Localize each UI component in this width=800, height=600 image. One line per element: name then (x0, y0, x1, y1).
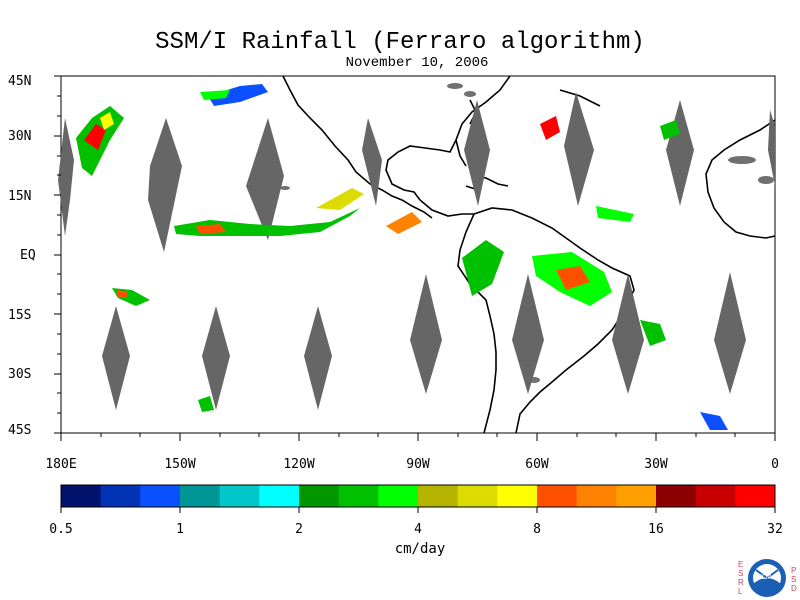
map-date: November 10, 2006 (345, 55, 489, 71)
colorbar-swatch (338, 485, 379, 507)
colorbar-label: 16 (648, 522, 664, 537)
logo-letter: L (738, 587, 743, 596)
rain-patch (208, 84, 268, 106)
colorbar-label: 32 (767, 522, 783, 537)
colorbar-swatch (537, 485, 577, 507)
colorbar-swatch (299, 485, 339, 507)
colorbar-swatch (100, 485, 141, 507)
rain-patch (660, 120, 680, 140)
swath-gap (362, 118, 382, 206)
colorbar-swatch (140, 485, 181, 507)
rain-patch (116, 290, 128, 298)
rain-patch (540, 116, 560, 140)
lat-label: EQ (20, 248, 36, 263)
lon-label: 0 (771, 457, 779, 472)
swath-gap (564, 92, 594, 206)
map-frame (60, 75, 776, 434)
axis-ticks (54, 75, 776, 441)
colorbar-swatch (61, 485, 101, 507)
swath-gap (464, 100, 490, 206)
swath-gap (202, 306, 230, 410)
rainfall-patches (76, 84, 728, 430)
rain-patch (556, 266, 590, 290)
swath-gap (714, 272, 746, 394)
rain-patch (100, 112, 114, 130)
colorbar-swatch (497, 485, 538, 507)
colorbar-swatch (418, 485, 458, 507)
swath-gap (410, 274, 442, 394)
lon-label: 150W (164, 457, 196, 472)
logo-letter: E (738, 560, 744, 569)
colorbar-units: cm/day (394, 541, 446, 557)
rain-patch (316, 188, 364, 210)
rain-patch (386, 212, 422, 234)
lat-label: 15N (8, 189, 32, 204)
lon-label: 120W (283, 457, 315, 472)
swath-gap (768, 110, 775, 186)
colorbar-swatch (735, 485, 776, 507)
swath-gap (58, 118, 74, 236)
rain-patch (196, 224, 226, 234)
lat-label: 30S (8, 367, 32, 382)
lon-label: 30W (644, 457, 668, 472)
rain-patch (700, 412, 728, 430)
swath-gap (512, 274, 544, 394)
colorbar-swatch (180, 485, 220, 507)
colorbar-label: 8 (533, 522, 541, 537)
colorbar (60, 484, 776, 508)
lon-label: 60W (525, 457, 549, 472)
map-title: SSM/I Rainfall (Ferraro algorithm) (155, 29, 645, 56)
rain-patch (200, 90, 230, 100)
lon-label: 90W (406, 457, 430, 472)
colorbar-swatch (457, 485, 498, 507)
colorbar-swatch (695, 485, 736, 507)
noaa-logo (748, 559, 786, 597)
rain-patch (198, 396, 214, 412)
lon-label: 180E (45, 457, 77, 472)
colorbar-swatch (219, 485, 260, 507)
lat-label: 45N (8, 74, 32, 89)
colorbar-swatch (656, 485, 696, 507)
colorbar-label: 0.5 (49, 522, 73, 537)
rain-patch (640, 320, 666, 346)
logo-letter: S (791, 575, 797, 584)
colorbar-swatch (378, 485, 419, 507)
rain-patch (462, 240, 504, 296)
colorbar-ticks (60, 507, 776, 513)
colorbar-label: 2 (295, 522, 303, 537)
logo-letter: R (738, 578, 744, 587)
lat-label: 15S (8, 308, 32, 323)
colorbar-swatch (576, 485, 617, 507)
logo-letter: P (791, 566, 797, 575)
swath-gap (102, 306, 130, 410)
colorbar-swatch (616, 485, 657, 507)
lat-label: 45S (8, 423, 32, 438)
swath-gaps (58, 92, 775, 410)
logo-center-text: NOAA (757, 574, 777, 581)
lat-label: 30N (8, 129, 32, 144)
rain-patch (84, 124, 106, 150)
colorbar-label: 1 (176, 522, 184, 537)
colorbar-label: 4 (414, 522, 422, 537)
swath-gap (246, 118, 284, 240)
logo-letter: D (791, 584, 797, 593)
rain-patch (596, 206, 634, 222)
swath-gap (612, 274, 644, 394)
colorbar-swatch (259, 485, 300, 507)
logo-letter: S (738, 569, 744, 578)
swath-gap (304, 306, 332, 410)
swath-gap (148, 118, 182, 252)
